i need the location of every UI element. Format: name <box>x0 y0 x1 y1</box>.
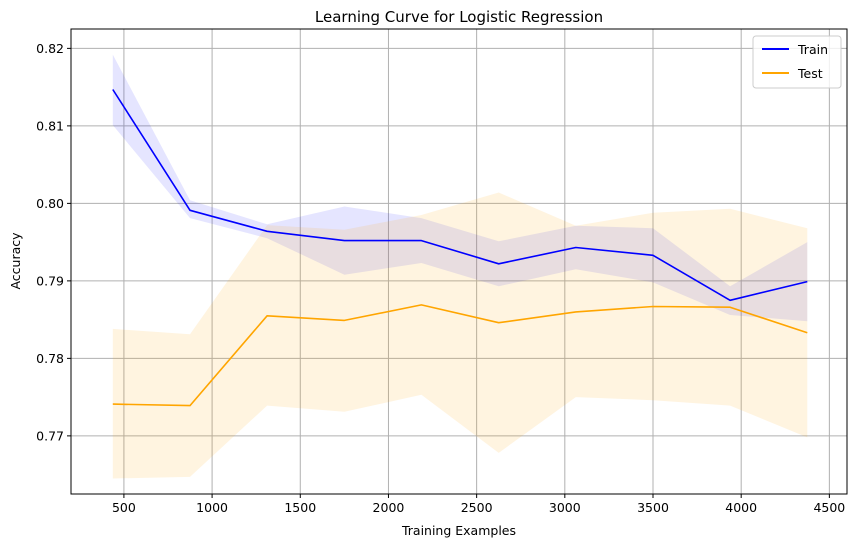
x-tick-label: 2500 <box>461 500 493 515</box>
test-line <box>112 304 808 407</box>
confidence-bands <box>112 54 808 479</box>
y-axis-ticks: 0.77 0.78 0.79 0.80 0.81 0.82 <box>36 41 71 443</box>
x-axis-label: Training Examples <box>401 523 516 538</box>
plot-frame <box>70 28 848 495</box>
x-tick-label: 3000 <box>549 500 581 515</box>
legend-test-label: Test <box>797 66 823 81</box>
y-tick-label: 0.80 <box>36 196 64 211</box>
y-tick-label: 0.81 <box>36 118 64 133</box>
x-tick-label: 3500 <box>637 500 669 515</box>
x-axis-ticks: 500 1000 1500 2000 2500 3000 3500 4000 4500 <box>112 494 845 515</box>
y-axis-label: Accuracy <box>8 232 23 290</box>
y-tick-label: 0.77 <box>36 428 64 443</box>
x-tick-label: 500 <box>112 500 136 515</box>
legend: Train Test <box>752 35 842 89</box>
x-tick-label: 1500 <box>284 500 316 515</box>
x-tick-label: 2000 <box>373 500 405 515</box>
x-tick-label: 4000 <box>725 500 757 515</box>
chart-title: Learning Curve for Logistic Regression <box>315 8 603 26</box>
test-band <box>112 192 808 479</box>
y-tick-label: 0.79 <box>36 273 64 288</box>
x-tick-label: 1000 <box>196 500 228 515</box>
train-band <box>112 54 808 322</box>
y-tick-label: 0.82 <box>36 41 64 56</box>
x-tick-label: 4500 <box>813 500 845 515</box>
train-line <box>112 89 808 302</box>
grid <box>71 29 847 494</box>
y-tick-label: 0.78 <box>36 351 64 366</box>
series-lines <box>112 89 808 407</box>
legend-train-label: Train <box>797 42 828 57</box>
